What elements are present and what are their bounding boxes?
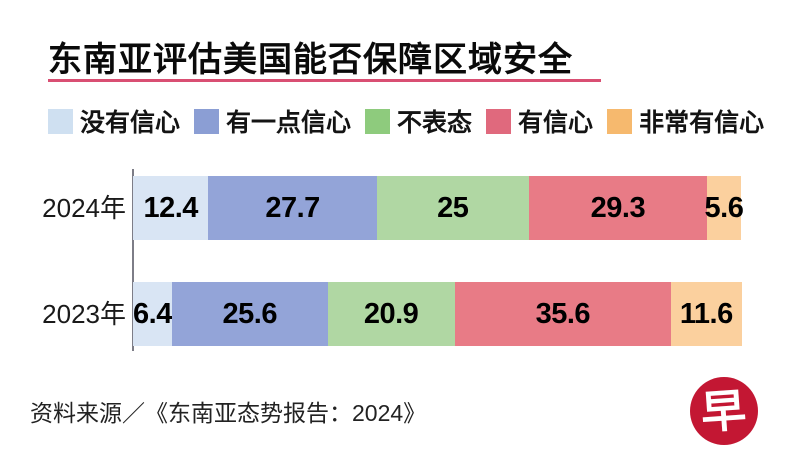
- title-underline: [48, 79, 601, 82]
- legend-swatch-icon: [607, 108, 633, 134]
- chart-title: 东南亚评估美国能否保障区域安全: [48, 41, 573, 79]
- legend-label: 不表态: [397, 109, 473, 137]
- legend-item-0: 没有信心: [48, 103, 180, 139]
- bar-segment-0-1: 27.7: [208, 176, 377, 240]
- legend-label: 没有信心: [80, 109, 181, 137]
- bar-segment-0-3: 29.3: [528, 176, 707, 240]
- row-label: 2023年: [42, 299, 126, 329]
- legend: 没有信心 有一点信心 不表态 有信心 非常有信心: [48, 103, 764, 139]
- legend-item-4: 非常有信心: [607, 103, 764, 139]
- legend-swatch-icon: [486, 108, 512, 134]
- legend-label: 非常有信心: [639, 109, 765, 137]
- bar-segment-1-1: 25.6: [171, 282, 328, 346]
- legend-swatch-icon: [194, 108, 220, 134]
- legend-label: 有信心: [518, 109, 594, 137]
- zaobao-logo: 早: [690, 377, 758, 445]
- bar-segment-1-2: 20.9: [327, 282, 455, 346]
- bar-segments: 12.4 27.7 25 29.3 5.6: [133, 176, 744, 240]
- legend-item-2: 不表态: [365, 103, 472, 139]
- logo-character: 早: [699, 383, 749, 439]
- bar-segment-0-0: 12.4: [133, 176, 209, 240]
- source-note: 资料来源／《东南亚态势报告：2024》: [30, 400, 427, 426]
- bar-segments: 6.4 25.6 20.9 35.6 11.6: [133, 282, 742, 346]
- bar-segment-0-4: 5.6: [705, 176, 744, 240]
- legend-label: 有一点信心: [226, 109, 352, 137]
- legend-item-3: 有信心: [486, 103, 593, 139]
- row-label: 2024年: [42, 193, 126, 223]
- bar-segment-1-4: 11.6: [671, 282, 742, 346]
- legend-swatch-icon: [365, 108, 391, 134]
- bar-segment-1-3: 35.6: [454, 282, 672, 346]
- bar-segment-1-0: 6.4: [133, 282, 172, 346]
- legend-item-1: 有一点信心: [194, 103, 351, 139]
- y-axis-line: [132, 169, 134, 351]
- bar-segment-0-2: 25: [376, 176, 529, 240]
- legend-swatch-icon: [48, 108, 73, 134]
